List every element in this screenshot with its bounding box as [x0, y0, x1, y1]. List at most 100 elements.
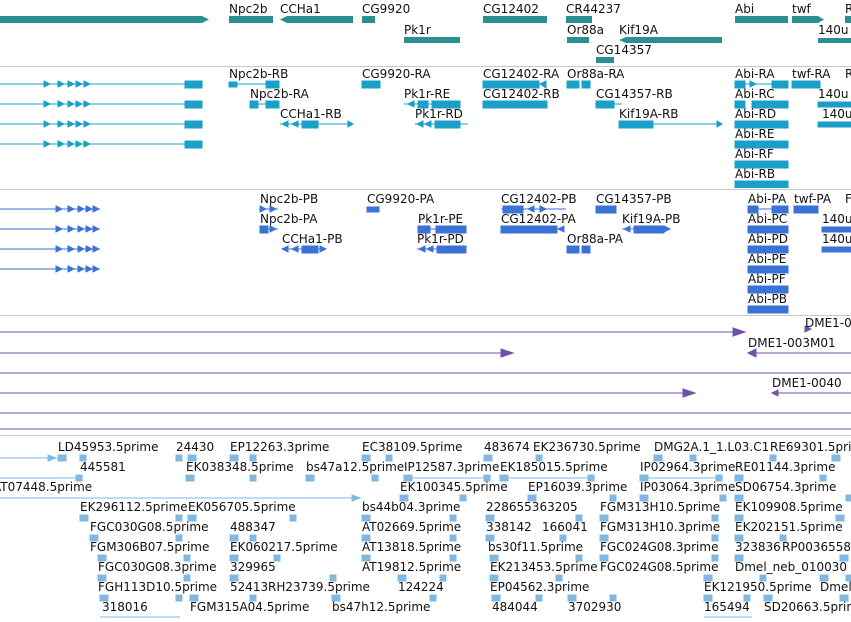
clone-label[interactable]: 24430 [176, 440, 215, 454]
transcript-label-140u[interactable]: 140u [818, 87, 849, 101]
transcript-label-cg12402-rb[interactable]: CG12402-RB [483, 87, 560, 101]
gene-label-npc2b[interactable]: Npc2b [229, 2, 268, 16]
clone-label[interactable]: bs47h12.5prime [332, 600, 431, 614]
transcript-label-abi-rf[interactable]: Abi-RF [735, 147, 774, 161]
clone-label[interactable]: EK296112.5prime [80, 500, 188, 514]
gene-label-cr44237[interactable]: CR44237 [566, 2, 621, 16]
clone-label[interactable]: FGM313H10.5prime [600, 500, 721, 514]
transcript-label-kif19a-rb[interactable]: Kif19A-RB [619, 107, 679, 121]
clone-label[interactable]: AT07448.5prime [0, 480, 93, 494]
clone-label[interactable]: FGC024G08.5prime [600, 560, 719, 574]
clone-label[interactable]: RE01144.3prime [735, 460, 836, 474]
transcript-label-abi-rc[interactable]: Abi-RC [735, 87, 775, 101]
clone-label[interactable]: IP02964.3prime [640, 460, 736, 474]
clone-label[interactable]: EK056705.5prime [188, 500, 296, 514]
clone-label[interactable]: LD45953.5prime [58, 440, 159, 454]
transcript-label-abi-re[interactable]: Abi-RE [735, 127, 775, 141]
clone-label[interactable]: FGM306B07.5prime [90, 540, 210, 554]
gene-label-abi[interactable]: Abi [735, 2, 755, 16]
protein-label-abi-pf[interactable]: Abi-PF [748, 272, 786, 286]
protein-label-abi-pa[interactable]: Abi-PA [748, 192, 787, 206]
clone-label[interactable]: 165494 [704, 600, 750, 614]
clone-label[interactable]: 124224 [398, 580, 444, 594]
clone-label[interactable]: 323836 [735, 540, 781, 554]
clone-label[interactable]: DMG2A.1_1.L03.C1 [654, 440, 770, 454]
gene-label-140u[interactable]: 140u [818, 23, 849, 37]
protein-label-or88a-pa[interactable]: Or88a-PA [567, 232, 624, 246]
clone-label[interactable]: bs47a12.5prime [306, 460, 405, 474]
clone-label[interactable]: 445581 [80, 460, 126, 474]
protein-label-ccha1-pb[interactable]: CCHa1-PB [282, 232, 343, 246]
clone-label[interactable]: IP03064.3prime [640, 480, 736, 494]
clone-label[interactable]: EK060217.5prime [230, 540, 338, 554]
transcript-label-abi-rd[interactable]: Abi-RD [735, 107, 777, 121]
protein-label-abi-pb[interactable]: Abi-PB [748, 292, 787, 306]
clone-label[interactable]: FGC024G08.3prime [600, 540, 719, 554]
protein-label-abi-pe[interactable]: Abi-PE [748, 252, 787, 266]
clone-label[interactable]: 488347 [230, 520, 276, 534]
transcript-label-or88a-ra[interactable]: Or88a-RA [567, 67, 625, 81]
protein-label-abi-pc[interactable]: Abi-PC [748, 212, 788, 226]
gene-label-pk1r[interactable]: Pk1r [404, 23, 431, 37]
clone-label[interactable]: 228655363205 [486, 500, 578, 514]
clone-label[interactable]: 318016 [102, 600, 148, 614]
clone-label[interactable]: FGC030G08.5prime [90, 520, 209, 534]
clone-label[interactable]: RP0036558 [782, 540, 851, 554]
clone-label[interactable]: EK121950.5prime [704, 580, 812, 594]
protein-label-pk1r-pd[interactable]: Pk1r-PD [417, 232, 464, 246]
gene-label-ccha1[interactable]: CCHa1 [280, 2, 321, 16]
clone-label[interactable]: 484044 [492, 600, 538, 614]
protein-label-kif19a-pb[interactable]: Kif19A-PB [622, 212, 681, 226]
clone-label[interactable]: SD06754.3prime [735, 480, 837, 494]
protein-label-npc2b-pb[interactable]: Npc2b-PB [260, 192, 319, 206]
gene-label-r[interactable]: R [845, 2, 851, 16]
clone-label[interactable]: 483674 [484, 440, 530, 454]
clone-label[interactable]: FGH113D10.5prime [98, 580, 218, 594]
clone-label[interactable]: RE69301.5prime [770, 440, 851, 454]
gene-label-or88a[interactable]: Or88a [567, 23, 605, 37]
transcript-label-npc2b-rb[interactable]: Npc2b-RB [229, 67, 289, 81]
transcript-label-cg9920-ra[interactable]: CG9920-RA [362, 67, 431, 81]
clone-label[interactable]: RH23739.5prime [268, 580, 370, 594]
clone-label[interactable]: EK202151.5prime [735, 520, 843, 534]
clone-label[interactable]: EK236730.5prime [533, 440, 641, 454]
protein-label-140u[interactable]: 140u [822, 212, 851, 226]
clone-label[interactable]: SD20663.5prime [764, 600, 851, 614]
est-label-dme1-0[interactable]: DME1-0 [805, 316, 851, 330]
clone-label[interactable]: 52413 [230, 580, 269, 594]
gene-label-kif19a[interactable]: Kif19A [619, 23, 658, 37]
gene-label-twf[interactable]: twf [792, 2, 811, 16]
transcript-label-cg14357-rb[interactable]: CG14357-RB [596, 87, 673, 101]
transcript-label-pk1r-rd[interactable]: Pk1r-RD [415, 107, 463, 121]
transcript-label-ccha1-rb[interactable]: CCHa1-RB [280, 107, 342, 121]
clone-label[interactable]: EK185015.5prime [500, 460, 608, 474]
transcript-label-pk1r-re[interactable]: Pk1r-RE [404, 87, 451, 101]
gene-label-cg14357[interactable]: CG14357 [596, 43, 652, 57]
clone-label[interactable]: EP16039.3prime [528, 480, 628, 494]
protein-label-cg12402-pa[interactable]: CG12402-PA [501, 212, 576, 226]
clone-label[interactable]: 338142 [486, 520, 532, 534]
gene-label-cg9920[interactable]: CG9920 [362, 2, 411, 16]
protein-label-twf-pa[interactable]: twf-PA [794, 192, 832, 206]
clone-label[interactable]: 166041 [542, 520, 588, 534]
transcript-label-abi-rb[interactable]: Abi-RB [735, 167, 776, 181]
clone-label[interactable]: FGM315A04.5prime [190, 600, 310, 614]
transcript-label-abi-ra[interactable]: Abi-RA [735, 67, 775, 81]
est-label-dme1-0040[interactable]: DME1-0040 [772, 376, 842, 390]
est-label-dme1-003m01[interactable]: DME1-003M01 [748, 336, 836, 350]
protein-label-abi-pd[interactable]: Abi-PD [748, 232, 788, 246]
clone-label[interactable]: AT02669.5prime [362, 520, 462, 534]
clone-label[interactable]: EC38109.5prime [362, 440, 463, 454]
transcript-label-twf-ra[interactable]: twf-RA [792, 67, 831, 81]
clone-label[interactable]: 3702930 [568, 600, 622, 614]
protein-label-cg14357-pb[interactable]: CG14357-PB [596, 192, 672, 206]
clone-label[interactable]: EP12263.3prime [230, 440, 330, 454]
clone-label[interactable]: EK100345.5prime [400, 480, 508, 494]
transcript-label-npc2b-ra[interactable]: Npc2b-RA [250, 87, 309, 101]
clone-label[interactable]: 329965 [230, 560, 276, 574]
clone-label[interactable]: Dmel [820, 580, 851, 594]
protein-label-cg9920-pa[interactable]: CG9920-PA [367, 192, 435, 206]
clone-label[interactable]: EK109908.5prime [735, 500, 843, 514]
protein-label-140u[interactable]: 140u [822, 232, 851, 246]
